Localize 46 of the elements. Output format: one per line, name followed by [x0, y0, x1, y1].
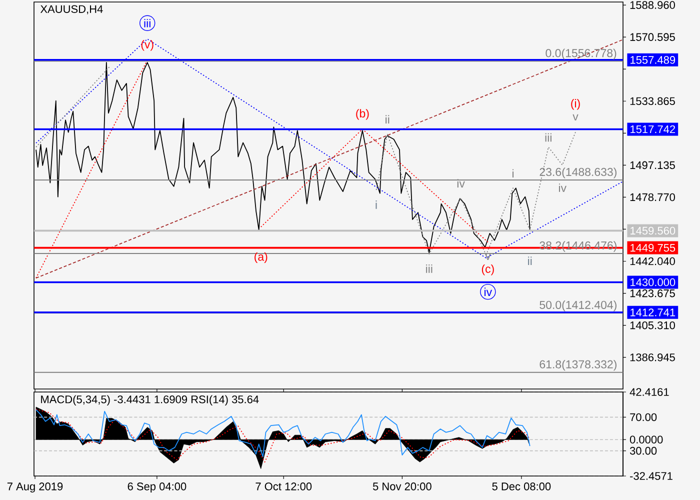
ref-line-label: 1449.755	[630, 244, 676, 252]
annotation: iv	[457, 179, 465, 188]
ref-line-label: 1430.000	[630, 278, 676, 286]
y-tick-label: 1478.770	[630, 193, 675, 202]
x-tick-label: 6 Sep 04:00	[128, 482, 186, 492]
annotation: (i)	[571, 99, 580, 110]
annotation: ii	[386, 115, 390, 124]
annotation: iii	[545, 133, 552, 142]
x-tick-label: 7 Aug 2019	[7, 482, 63, 492]
annotation: (b)	[356, 109, 369, 120]
y-tick-label: 1533.865	[630, 97, 675, 106]
x-tick-label: 5 Nov 20:00	[372, 482, 432, 490]
x-tick-label: 7 Oct 12:00	[256, 482, 312, 490]
ref-line-label: 1557.489	[630, 56, 676, 64]
y-tick-label: 0.0000	[630, 436, 663, 444]
x-tick-label: 5 Dec 08:00	[492, 482, 551, 490]
ref-line-label: 1517.742	[630, 125, 676, 134]
y-tick-label: 1497.135	[630, 161, 675, 170]
annotation: (a)	[254, 252, 268, 264]
y-tick-label: -32.4571	[630, 472, 672, 480]
ref-line-label: 1459.560	[630, 226, 676, 235]
annotation: (c)	[482, 264, 494, 276]
annotation: 23.6(1488.633)	[540, 168, 616, 178]
ref-line-label: 1412.741	[630, 308, 676, 316]
y-tick-label: 42.4161	[630, 388, 669, 396]
annotation: ii	[528, 256, 532, 265]
annotation: i	[512, 169, 514, 178]
y-tick-label: 1405.310	[630, 321, 675, 330]
y-tick-label: 1442.040	[630, 257, 675, 266]
y2-tick-label: 30.00	[630, 446, 657, 455]
y-tick-label: 1570.595	[630, 33, 675, 41]
y-tick-label: 1588.960	[630, 1, 675, 9]
annotation: iv	[484, 288, 492, 296]
y2-tick-label: 70.00	[630, 413, 657, 422]
annotation: 50.0(1412.404)	[540, 300, 616, 312]
annotation: iv	[558, 184, 566, 192]
y-tick-label: 1386.945	[630, 353, 675, 362]
annotation: (v)	[141, 40, 154, 51]
chart-title: XAUUSD,H4	[40, 5, 103, 14]
annotation: i	[376, 200, 377, 209]
annotation: iii	[426, 264, 432, 273]
annotation: v	[572, 114, 578, 120]
annotation: 61.8(1378.332)	[540, 360, 616, 371]
chart-title: MACD(5,34,5) -3.4431 1.6909 RSI(14) 35.64	[41, 395, 259, 406]
annotation: iii	[144, 18, 150, 28]
y-tick-label: 1423.675	[630, 289, 675, 298]
